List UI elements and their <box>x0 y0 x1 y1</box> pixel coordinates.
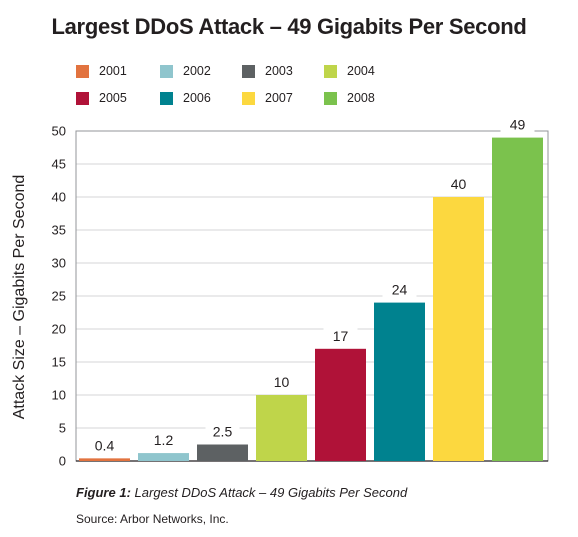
source-note: Source: Arbor Networks, Inc. <box>76 512 229 526</box>
data-label-2006: 24 <box>392 282 408 298</box>
legend-item-2007: 2007 <box>242 89 293 107</box>
legend-item-2008: 2008 <box>324 89 375 107</box>
data-label-2004: 10 <box>274 374 290 390</box>
bar-2002 <box>138 453 189 461</box>
bar-2008 <box>492 137 543 461</box>
legend-swatch <box>242 64 255 78</box>
bar-2007 <box>433 197 484 461</box>
bar-2006 <box>374 302 425 461</box>
y-tick-label: 0 <box>59 454 66 469</box>
y-tick-label: 30 <box>52 256 66 271</box>
data-label-backdrop <box>323 327 358 344</box>
legend-swatch <box>324 91 337 105</box>
bar-2004 <box>256 395 307 461</box>
legend-swatch <box>324 64 337 78</box>
legend-label: 2001 <box>99 64 127 78</box>
legend-item-2006: 2006 <box>160 89 211 107</box>
legend-label: 2004 <box>347 64 375 78</box>
y-tick-label: 35 <box>52 223 66 238</box>
legend-swatch <box>242 91 255 105</box>
data-label-backdrop <box>264 374 299 390</box>
data-label-backdrop <box>500 116 535 133</box>
data-label-backdrop <box>87 437 122 454</box>
legend-label: 2008 <box>347 91 375 105</box>
legend-label: 2006 <box>183 91 211 105</box>
y-tick-label: 40 <box>52 190 66 205</box>
y-tick-label: 45 <box>52 157 66 172</box>
data-label-2007: 40 <box>451 176 467 192</box>
legend-label: 2002 <box>183 64 211 78</box>
data-label-backdrop <box>146 432 181 449</box>
y-tick-label: 20 <box>52 322 66 337</box>
bar-2005 <box>315 348 366 461</box>
legend-swatch <box>160 91 173 105</box>
bar-2003 <box>197 444 248 461</box>
bar-2001 <box>79 458 130 461</box>
figure-caption: Figure 1: Largest DDoS Attack – 49 Gigab… <box>76 485 407 500</box>
caption-text: Largest DDoS Attack – 49 Gigabits Per Se… <box>134 485 408 500</box>
legend-swatch <box>160 64 173 78</box>
y-tick-label: 10 <box>52 388 66 403</box>
caption-prefix: Figure 1: <box>76 485 131 500</box>
legend-item-2001: 2001 <box>76 62 127 80</box>
legend-item-2003: 2003 <box>242 62 293 80</box>
y-tick-label: 15 <box>52 355 66 370</box>
legend-swatch <box>76 64 89 78</box>
data-label-2001: 0.4 <box>95 437 115 453</box>
data-label-2008: 49 <box>510 117 526 133</box>
data-label-backdrop <box>205 423 240 440</box>
data-label-backdrop <box>441 176 476 192</box>
legend-label: 2003 <box>265 64 293 78</box>
y-tick-label: 25 <box>52 289 66 304</box>
y-tick-label: 50 <box>52 124 66 139</box>
data-label-2002: 1.2 <box>154 432 174 448</box>
data-label-backdrop <box>382 281 417 298</box>
legend-item-2002: 2002 <box>160 62 211 80</box>
legend-item-2004: 2004 <box>324 62 375 80</box>
legend-label: 2007 <box>265 91 293 105</box>
legend-swatch <box>76 91 89 105</box>
y-tick-label: 5 <box>59 421 66 436</box>
chart-title: Largest DDoS Attack – 49 Gigabits Per Se… <box>51 14 527 39</box>
data-label-2005: 17 <box>333 328 349 344</box>
legend-item-2005: 2005 <box>76 89 127 107</box>
data-label-2003: 2.5 <box>213 424 233 440</box>
legend-label: 2005 <box>99 91 127 105</box>
